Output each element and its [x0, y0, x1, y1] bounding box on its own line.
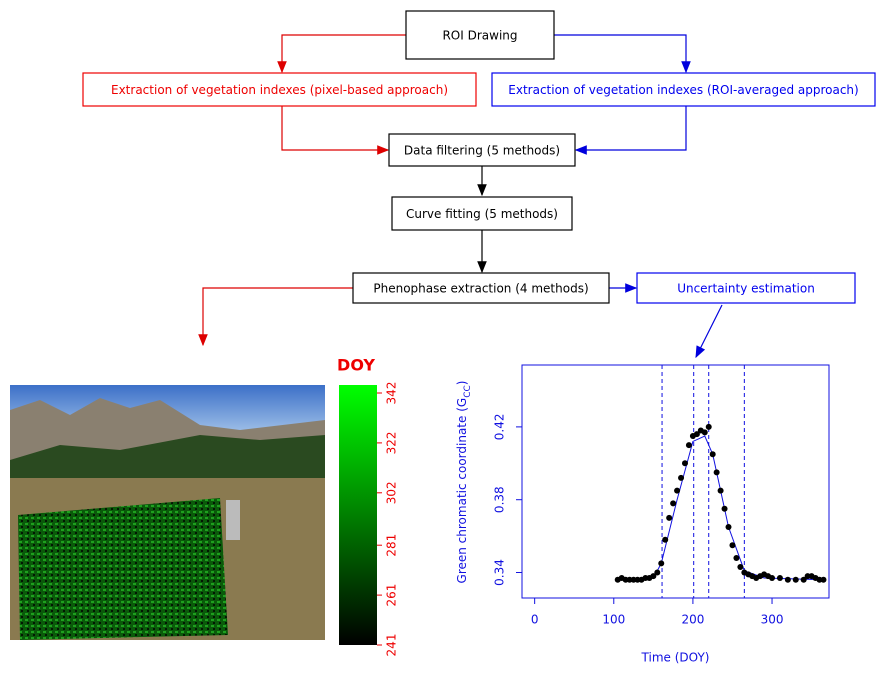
data-point [670, 500, 676, 506]
y-axis-label: Green chromatic coordinate (GCC) [455, 381, 473, 584]
colorbar-tick-label: 342 [385, 382, 399, 405]
data-point [793, 577, 799, 583]
colorbar-tick-label: 322 [385, 431, 399, 454]
data-point [686, 442, 692, 448]
data-point [710, 451, 716, 457]
data-point [777, 575, 783, 581]
plot-frame [522, 365, 829, 598]
data-point [714, 469, 720, 475]
data-point [820, 577, 826, 583]
node-label: Uncertainty estimation [677, 282, 815, 296]
data-point [726, 524, 732, 530]
colorbar-tick-label: 261 [385, 584, 399, 607]
node-label: Extraction of vegetation indexes (pixel-… [111, 83, 448, 97]
y-axis-label-part: CC [463, 385, 473, 398]
data-point [722, 506, 728, 512]
y-axis-label-part: Green chromatic coordinate (G [455, 398, 469, 584]
x-tick-label: 100 [602, 613, 625, 627]
data-point [718, 488, 724, 494]
colorbar [339, 385, 377, 645]
node-label: Phenophase extraction (4 methods) [373, 282, 588, 296]
data-point [729, 542, 735, 548]
data-point [737, 564, 743, 570]
node-label: Extraction of vegetation indexes (ROI-av… [508, 83, 858, 97]
diagram: ROI Drawing Extraction of vegetation inde… [0, 0, 880, 671]
data-point [666, 515, 672, 521]
data-point [654, 570, 660, 576]
node-label: Curve fitting (5 methods) [406, 207, 558, 221]
colorbar-title: DOY [337, 356, 375, 375]
node-label: Data filtering (5 methods) [404, 144, 560, 158]
x-tick-label: 200 [681, 613, 704, 627]
y-tick-label: 0.42 [493, 414, 507, 441]
data-point [769, 575, 775, 581]
y-axis-label-part: ) [455, 381, 469, 386]
photo [10, 385, 325, 640]
data-point [785, 577, 791, 583]
y-tick-label: 0.38 [493, 486, 507, 513]
x-tick-label: 0 [531, 613, 539, 627]
colorbar-tick-label: 302 [385, 481, 399, 504]
data-point [733, 555, 739, 561]
data-point [682, 460, 688, 466]
data-point [702, 429, 708, 435]
y-tick-label: 0.34 [493, 559, 507, 586]
colorbar-tick-label: 281 [385, 534, 399, 557]
node-label: ROI Drawing [442, 29, 517, 43]
fit-line [618, 436, 824, 580]
colorbar-tick-label: 241 [385, 634, 399, 657]
x-tick-label: 300 [761, 613, 784, 627]
data-point [674, 488, 680, 494]
data-point [678, 475, 684, 481]
x-axis-label: Time (DOY) [641, 651, 710, 665]
data-point [662, 537, 668, 543]
data-point [658, 560, 664, 566]
data-point [706, 424, 712, 430]
